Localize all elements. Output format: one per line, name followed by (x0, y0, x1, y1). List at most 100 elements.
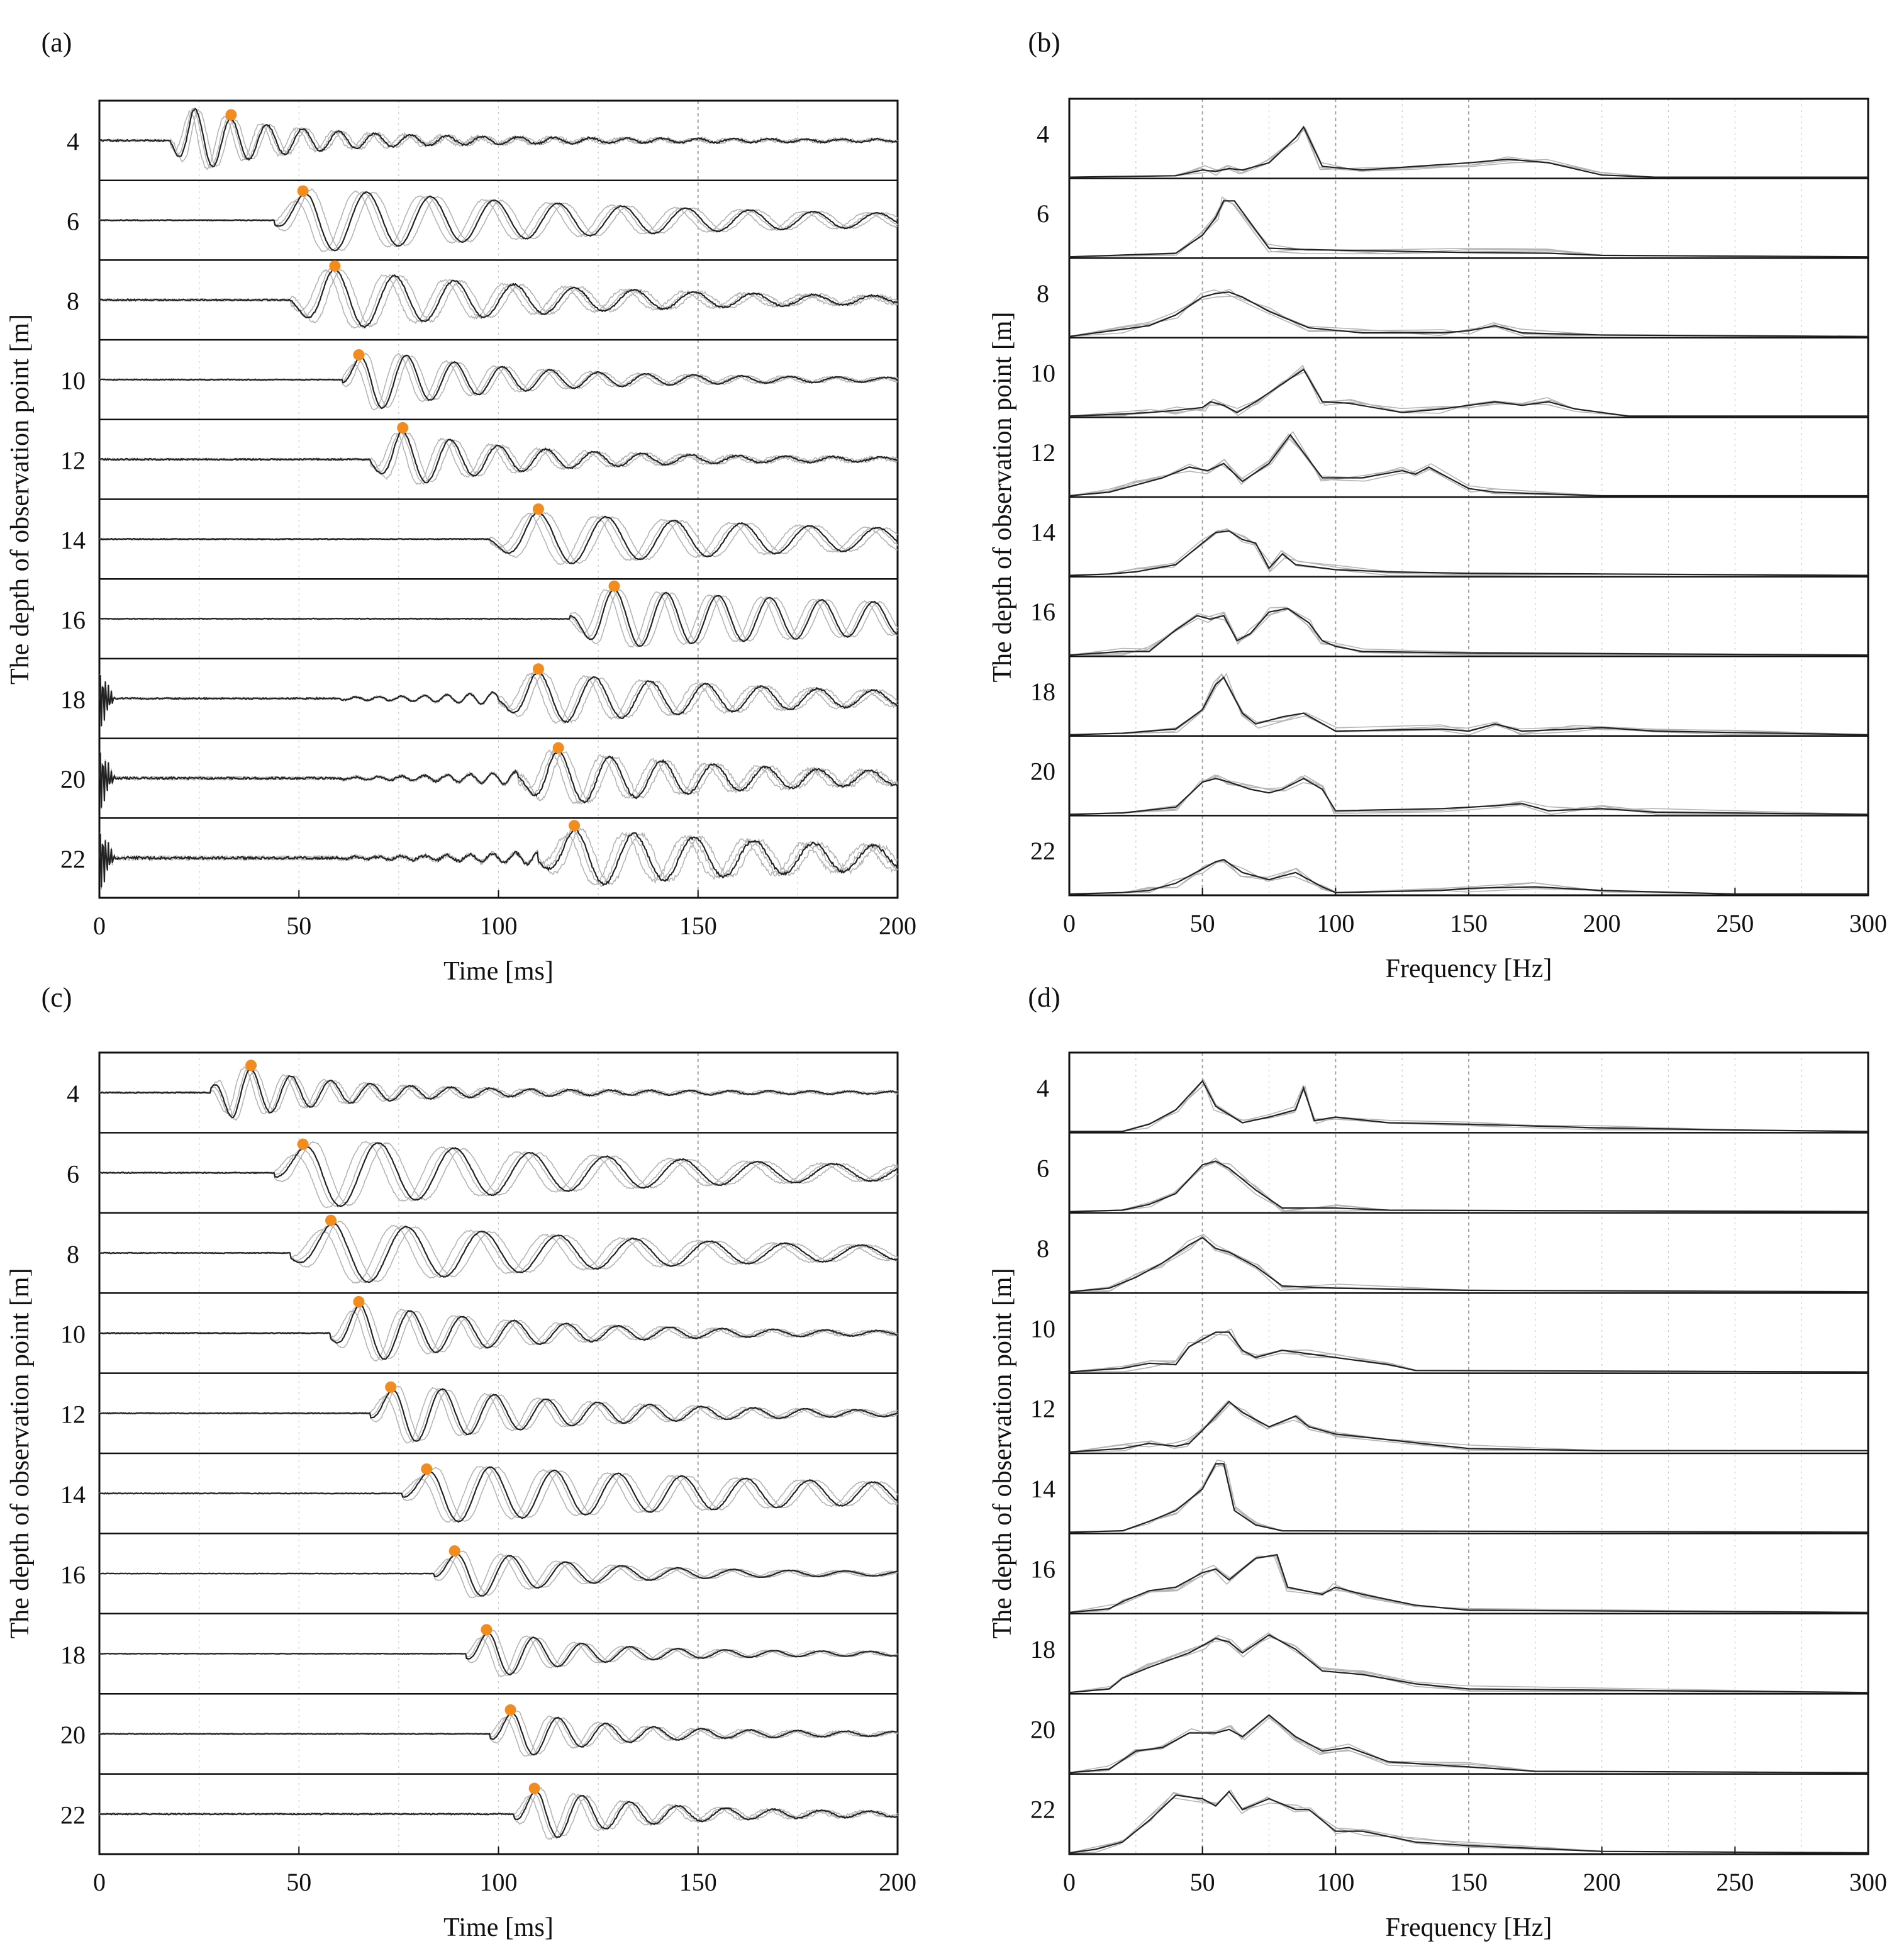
panel-label-d: (d) (1028, 982, 1060, 1013)
depth-label-b-14: 14 (1030, 518, 1055, 547)
depth-label-d-14: 14 (1030, 1475, 1055, 1503)
depth-label-d-6: 6 (1037, 1154, 1049, 1182)
waveform-repeat-c-4-3 (99, 1066, 898, 1114)
arrival-marker-a-10 (353, 349, 365, 361)
waveform-trace-c-12 (99, 1388, 898, 1442)
x-axis-title-a: Time [ms] (443, 957, 554, 986)
waveform-trace-c-14 (99, 1466, 898, 1523)
x-tick-label-b-0: 0 (1063, 909, 1076, 937)
spectrum-repeat-d-18-3 (1069, 1635, 1869, 1693)
depth-label-b-20: 20 (1030, 757, 1055, 785)
y-axis-title-c: The depth of observation point [m] (6, 1268, 35, 1638)
x-tick-label-d-50: 50 (1190, 1868, 1215, 1896)
spectrum-repeat-d-10-2 (1069, 1333, 1869, 1373)
depth-label-b-16: 16 (1030, 598, 1055, 626)
x-axis-title-d: Frequency [Hz] (1386, 1913, 1552, 1942)
spectrum-repeat-b-14-1 (1069, 528, 1869, 576)
x-tick-label-c-100: 100 (480, 1868, 518, 1896)
arrival-marker-a-6 (297, 185, 309, 197)
arrival-marker-a-16 (608, 580, 620, 592)
depth-label-c-8: 8 (67, 1240, 79, 1268)
waveform-trace-c-20 (99, 1712, 898, 1756)
depth-label-b-6: 6 (1037, 199, 1049, 228)
waveform-repeat-c-4-2 (99, 1069, 898, 1121)
panel-label-b: (b) (1028, 27, 1060, 58)
depth-label-c-14: 14 (60, 1480, 86, 1509)
depth-label-c-18: 18 (60, 1641, 86, 1669)
spectrum-trace-d-18 (1069, 1634, 1869, 1694)
waveform-trace-a-6 (99, 191, 898, 252)
x-tick-label-c-200: 200 (879, 1868, 916, 1896)
spectrum-trace-b-14 (1069, 530, 1869, 576)
x-axis-title-b: Frequency [Hz] (1386, 954, 1552, 983)
spectrum-repeat-d-6-3 (1069, 1161, 1869, 1212)
waveform-repeat-a-8-2 (99, 269, 898, 328)
x-tick-label-d-250: 250 (1716, 1868, 1754, 1896)
depth-label-a-12: 12 (60, 446, 86, 474)
spectrum-repeat-d-16-1 (1069, 1555, 1869, 1613)
x-tick-label-d-150: 150 (1450, 1868, 1488, 1896)
waveform-repeat-a-8-3 (99, 269, 898, 329)
x-tick-label-b-150: 150 (1450, 909, 1488, 937)
depth-label-c-22: 22 (60, 1801, 86, 1830)
x-tick-label-b-200: 200 (1583, 909, 1621, 937)
spectrum-repeat-d-22-3 (1069, 1789, 1869, 1853)
spectrum-trace-d-22 (1069, 1790, 1869, 1854)
arrival-marker-a-14 (532, 503, 544, 515)
x-tick-label-c-50: 50 (286, 1868, 311, 1896)
spectrum-trace-b-10 (1069, 368, 1868, 417)
depth-label-b-10: 10 (1030, 359, 1055, 387)
depth-label-b-22: 22 (1030, 837, 1055, 865)
x-tick-label-a-50: 50 (286, 912, 311, 940)
spectrum-repeat-b-22-3 (1069, 861, 1868, 895)
depth-label-c-12: 12 (60, 1400, 86, 1429)
depth-label-d-16: 16 (1030, 1555, 1055, 1583)
arrival-marker-a-4 (225, 109, 237, 121)
spectrum-trace-d-6 (1069, 1160, 1869, 1212)
depth-label-d-10: 10 (1030, 1314, 1055, 1343)
spectrum-trace-b-16 (1069, 607, 1869, 656)
spectrum-repeat-d-4-3 (1069, 1078, 1869, 1132)
depth-label-a-20: 20 (60, 765, 86, 793)
spectrum-trace-d-12 (1069, 1400, 1868, 1453)
depth-label-a-22: 22 (60, 845, 86, 873)
arrival-marker-a-20 (552, 742, 564, 754)
arrival-marker-a-12 (397, 422, 409, 433)
depth-label-c-16: 16 (60, 1560, 86, 1589)
arrival-marker-c-20 (504, 1704, 516, 1716)
arrival-marker-c-4 (245, 1059, 257, 1071)
spectrum-trace-b-8 (1069, 291, 1869, 337)
depth-label-d-20: 20 (1030, 1715, 1055, 1743)
x-tick-label-d-300: 300 (1849, 1868, 1887, 1896)
spectrum-trace-d-14 (1069, 1463, 1869, 1533)
spectrum-trace-b-12 (1069, 433, 1868, 497)
waveform-repeat-c-6-1 (99, 1142, 898, 1208)
spectrum-repeat-d-8-2 (1069, 1233, 1869, 1292)
y-axis-title-b: The depth of observation point [m] (988, 311, 1017, 682)
waveform-trace-c-6 (99, 1142, 898, 1207)
panel-label-a: (a) (42, 27, 72, 58)
spectrum-repeat-b-4-3 (1069, 127, 1868, 178)
waveform-trace-a-12 (99, 430, 898, 484)
arrival-marker-c-12 (385, 1381, 397, 1393)
arrival-marker-c-8 (325, 1214, 337, 1226)
x-tick-label-a-0: 0 (93, 912, 106, 940)
arrival-marker-c-14 (421, 1463, 433, 1475)
depth-label-a-6: 6 (67, 207, 79, 235)
x-axis-title-c: Time [ms] (443, 1913, 554, 1942)
depth-label-d-22: 22 (1030, 1796, 1055, 1824)
depth-label-a-8: 8 (67, 287, 79, 315)
depth-label-b-18: 18 (1030, 678, 1055, 706)
waveform-repeat-c-22-1 (99, 1792, 898, 1840)
x-tick-label-b-100: 100 (1317, 909, 1354, 937)
spectrum-trace-d-8 (1069, 1236, 1869, 1293)
depth-label-a-16: 16 (60, 606, 86, 634)
depth-label-c-4: 4 (67, 1080, 79, 1108)
arrival-marker-a-8 (329, 260, 341, 272)
waveform-trace-a-20 (98, 749, 898, 808)
depth-label-b-4: 4 (1037, 120, 1049, 148)
depth-label-b-12: 12 (1030, 439, 1055, 467)
depth-label-d-8: 8 (1037, 1234, 1049, 1263)
waveform-trace-a-10 (99, 354, 898, 410)
